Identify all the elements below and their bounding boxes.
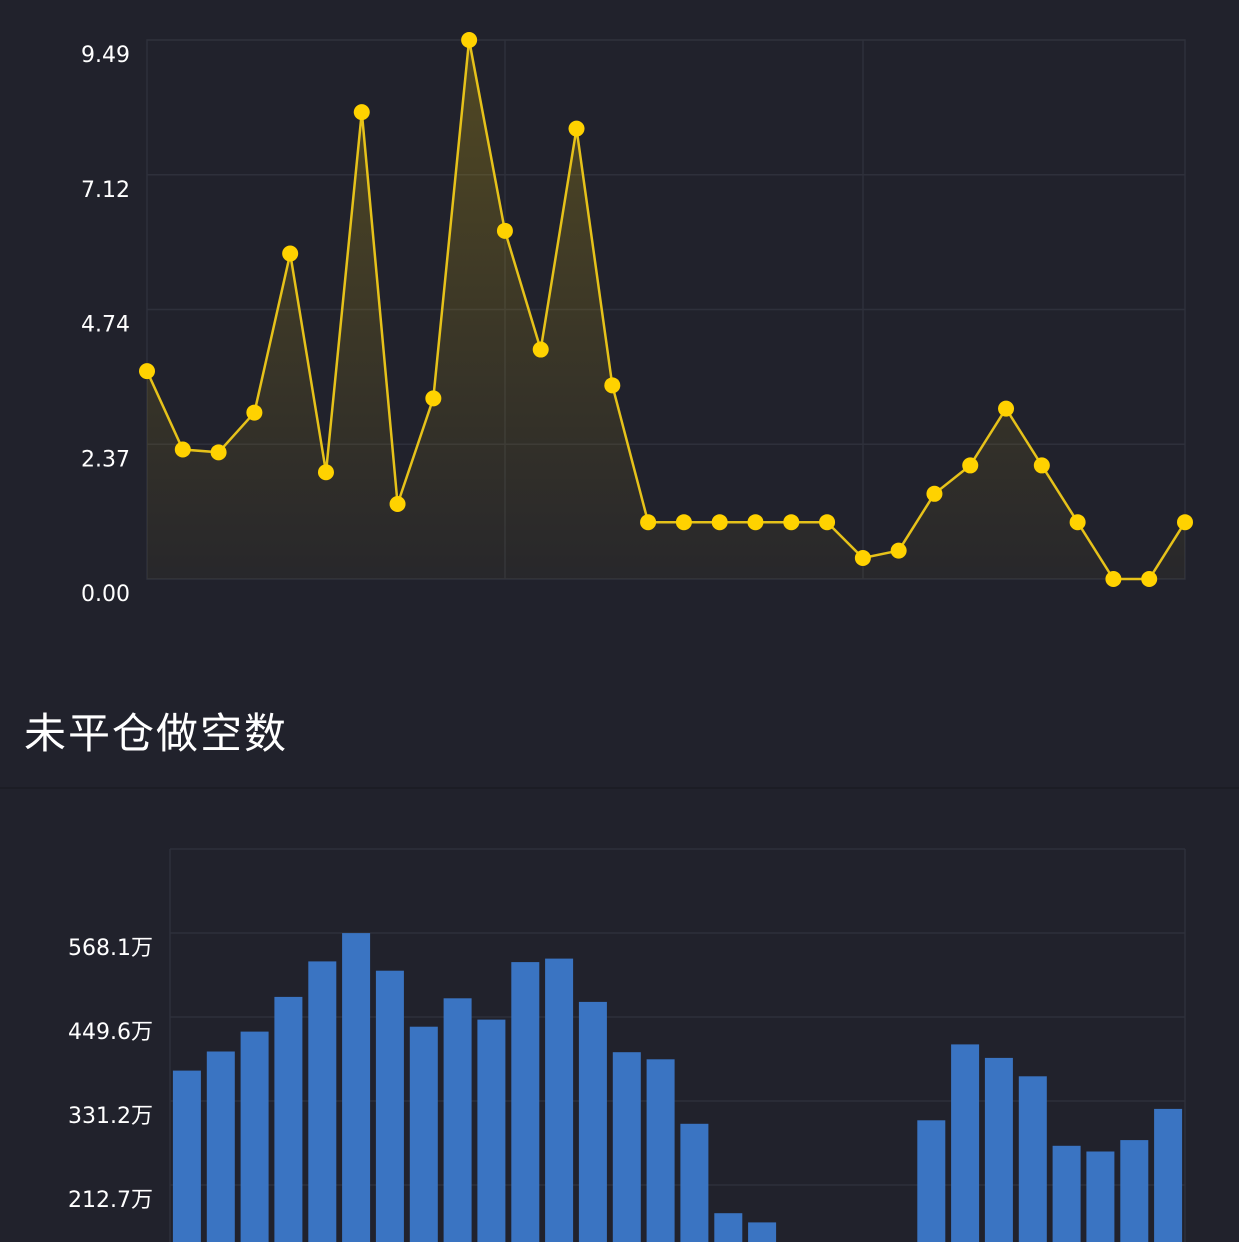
bar-chart-bar xyxy=(1120,1140,1149,1242)
line-chart-point xyxy=(711,514,728,531)
bar-chart-bar xyxy=(172,1070,201,1242)
line-chart-point xyxy=(1141,571,1158,587)
line-chart-area xyxy=(147,40,1185,579)
line-chart-point xyxy=(819,514,836,531)
line-chart-point xyxy=(139,363,155,380)
bar-chart-bar xyxy=(748,1222,777,1242)
line-chart-y-axis: 9.49 7.12 4.74 2.37 0.00 xyxy=(81,43,130,607)
bar-chart-bar xyxy=(1052,1145,1081,1242)
bar-chart-bar xyxy=(680,1123,709,1242)
line-chart-point xyxy=(1177,514,1193,531)
line-chart-point xyxy=(783,514,800,531)
line-chart-y-tick-label: 4.74 xyxy=(81,313,130,338)
line-chart-point xyxy=(926,485,943,502)
bar-chart-bar xyxy=(714,1213,743,1242)
bar-chart-bar xyxy=(984,1057,1013,1242)
line-chart-series-line xyxy=(145,39,1187,581)
line-chart-point xyxy=(1069,514,1086,531)
line-chart-y-tick-label: 9.49 xyxy=(81,43,130,68)
bar-chart-bar xyxy=(409,1026,438,1242)
bar-chart-bar xyxy=(917,1120,946,1242)
bar-chart-y-tick-label: 331.2万 xyxy=(68,1104,153,1129)
bar-chart-bar xyxy=(578,1001,607,1242)
line-chart: 9.49 7.12 4.74 2.37 0.00 xyxy=(81,32,1193,607)
line-chart-point xyxy=(317,464,334,481)
line-chart-point xyxy=(1105,571,1122,587)
bar-chart-bar xyxy=(612,1052,641,1242)
line-chart-point xyxy=(353,104,370,121)
bar-chart-bars xyxy=(172,933,1183,1242)
line-chart-point xyxy=(425,390,442,407)
bar-chart-bar xyxy=(240,1031,269,1242)
bar-chart-y-tick-label: 212.7万 xyxy=(68,1188,153,1213)
line-chart-point xyxy=(568,120,585,137)
line-chart-point xyxy=(998,400,1015,417)
line-chart-point xyxy=(604,377,621,394)
line-chart-point xyxy=(640,514,657,531)
bar-chart-y-axis: 568.1万 449.6万 331.2万 212.7万 xyxy=(68,936,153,1213)
bar-chart-bar xyxy=(342,933,371,1242)
bar-chart-bar xyxy=(206,1051,235,1242)
line-chart-point xyxy=(461,32,478,48)
line-chart-point xyxy=(854,549,871,566)
bar-chart-bar xyxy=(308,961,337,1242)
bar-chart-bar xyxy=(545,958,574,1242)
bar-chart-bar xyxy=(511,962,540,1242)
bar-chart-grid xyxy=(169,848,1186,1242)
bar-chart: 568.1万 449.6万 331.2万 212.7万 xyxy=(68,848,1186,1242)
line-chart-point xyxy=(890,542,907,559)
bar-chart-bar xyxy=(443,998,472,1242)
line-chart-point xyxy=(389,496,406,513)
line-chart-point xyxy=(174,441,191,458)
line-chart-y-tick-label: 0.00 xyxy=(81,582,130,607)
bar-chart-bar xyxy=(1086,1151,1115,1242)
line-chart-point xyxy=(210,444,227,461)
line-chart-point xyxy=(747,514,764,531)
bar-chart-y-tick-label: 568.1万 xyxy=(68,936,153,961)
line-chart-y-tick-label: 2.37 xyxy=(81,447,130,472)
bar-chart-bar xyxy=(477,1019,506,1242)
bar-chart-bar xyxy=(375,970,404,1242)
line-chart-point xyxy=(246,404,263,421)
line-chart-point xyxy=(1033,457,1050,474)
bar-chart-bar xyxy=(1154,1108,1183,1242)
section-divider xyxy=(0,787,1239,789)
section-title: 未平仓做空数 xyxy=(24,709,289,758)
line-chart-y-tick-label: 7.12 xyxy=(81,178,130,203)
bar-chart-bar xyxy=(951,1044,980,1242)
bar-chart-bar xyxy=(1018,1076,1047,1242)
bar-chart-bar xyxy=(646,1059,675,1242)
line-chart-point xyxy=(532,341,549,358)
bar-chart-y-tick-label: 449.6万 xyxy=(68,1020,153,1045)
line-chart-point xyxy=(282,245,299,262)
bar-chart-bar xyxy=(274,996,303,1242)
line-chart-point xyxy=(962,457,979,474)
line-chart-points xyxy=(139,32,1193,587)
line-chart-point xyxy=(496,222,513,239)
line-chart-point xyxy=(675,514,692,531)
